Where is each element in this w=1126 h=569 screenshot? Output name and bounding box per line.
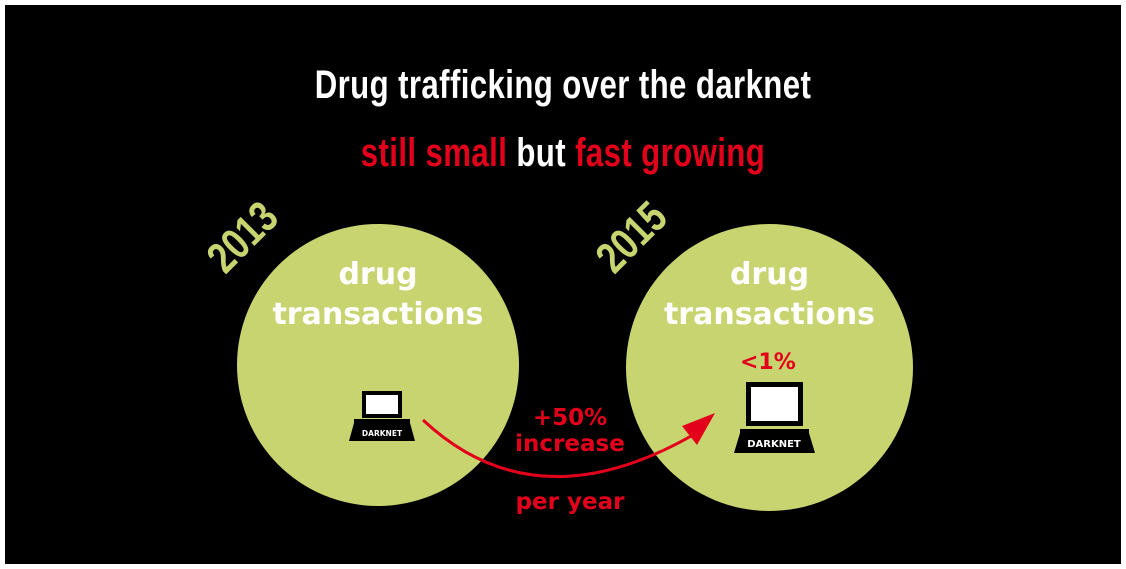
left-circle-label: drug transactions <box>237 255 519 335</box>
laptop-icon: DARKNET <box>734 382 815 453</box>
infographic-canvas: Drug trafficking over the darknet still … <box>5 5 1121 564</box>
darknet-share-label: <1% <box>740 350 796 375</box>
left-label-line-2: transactions <box>272 297 484 332</box>
growth-amount: +50% <box>532 405 608 431</box>
title-line-2: still small but fast growing <box>128 131 998 176</box>
title-connector: but <box>507 131 576 175</box>
left-label-line-1: drug <box>338 257 418 292</box>
circle-2015 <box>626 224 913 511</box>
right-device-label: DARKNET <box>747 439 801 450</box>
left-device-label: DARKNET <box>362 429 403 438</box>
right-circle-label: drug transactions <box>626 255 913 335</box>
laptop-icon: DARKNET <box>349 391 415 441</box>
right-label-line-2: transactions <box>663 297 876 332</box>
title-highlight-small: still small <box>360 131 508 175</box>
growth-period: per year <box>515 489 625 515</box>
growth-arrow-icon <box>421 413 715 478</box>
right-label-line-1: drug <box>729 257 810 292</box>
icons-overlay: DARKNET DARKNET <box>349 382 815 478</box>
title-highlight-growing: fast growing <box>575 131 766 175</box>
growth-label: +50% increase <box>505 405 635 457</box>
circle-2013 <box>237 224 519 506</box>
title-line-1: Drug trafficking over the darknet <box>314 63 812 107</box>
growth-word: increase <box>515 431 625 457</box>
